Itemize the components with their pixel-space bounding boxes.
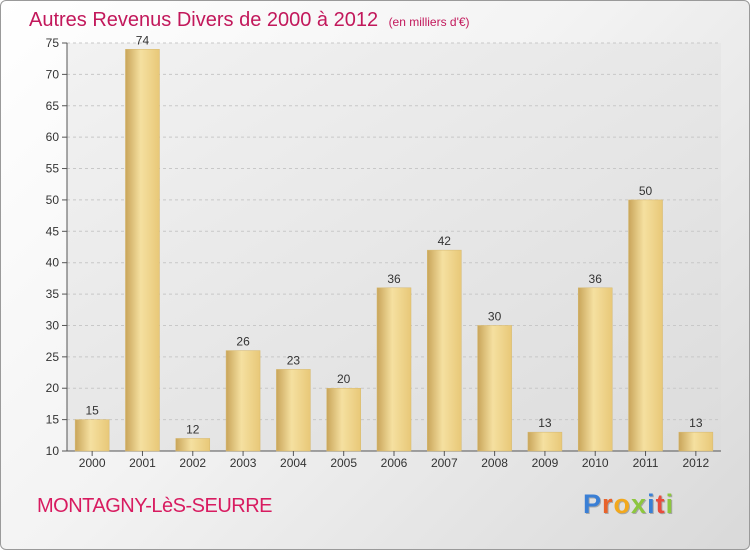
bar xyxy=(74,419,110,452)
bar-value-label: 13 xyxy=(538,416,552,430)
y-tick-label: 55 xyxy=(46,162,60,176)
y-tick-label: 60 xyxy=(46,130,60,144)
x-tick-label: 2003 xyxy=(230,456,257,470)
bar-value-label: 36 xyxy=(589,272,603,286)
logo-letter: o xyxy=(613,489,632,519)
logo-letter: P xyxy=(583,489,603,519)
x-tick-label: 2012 xyxy=(682,456,709,470)
chart-title-block: Autres Revenus Divers de 2000 à 2012 (en… xyxy=(29,9,470,32)
y-tick-label: 70 xyxy=(46,67,60,81)
logo-letter: i xyxy=(647,489,656,519)
bars xyxy=(74,49,714,452)
y-tick-label: 15 xyxy=(46,413,60,427)
bar xyxy=(326,387,361,452)
x-tick-label: 2007 xyxy=(431,456,458,470)
value-labels: 15 74 12 26 23 20 36 42 30 13 36 50 13 xyxy=(85,33,702,436)
x-tick-label: 2004 xyxy=(280,456,307,470)
bar-value-label: 20 xyxy=(337,372,351,386)
x-axis-labels: 2000 2001 2002 2003 2004 2005 2006 2007 2008 2009… xyxy=(79,451,710,470)
bar-value-label: 23 xyxy=(287,353,301,367)
bar xyxy=(628,199,663,452)
bar-value-label: 13 xyxy=(689,416,703,430)
bar xyxy=(477,325,512,452)
bar xyxy=(577,287,613,452)
bar-value-label: 15 xyxy=(85,404,99,418)
x-tick-label: 2005 xyxy=(330,456,357,470)
y-tick-label: 65 xyxy=(46,99,60,113)
x-tick-label: 2011 xyxy=(633,456,659,470)
bar-value-label: 74 xyxy=(136,33,150,47)
x-tick-label: 2000 xyxy=(79,456,106,470)
bar-value-label: 36 xyxy=(387,272,401,286)
x-tick-label: 2002 xyxy=(179,456,206,470)
logo-letter: r xyxy=(602,489,614,519)
y-tick-label: 10 xyxy=(46,444,60,458)
y-tick-label: 45 xyxy=(46,224,60,238)
x-tick-label: 2010 xyxy=(582,456,609,470)
chart-unit: (en milliers d'€) xyxy=(388,15,470,29)
proxiti-logo: Proxiti xyxy=(583,489,674,520)
x-tick-label: 2006 xyxy=(381,456,408,470)
y-tick-label: 30 xyxy=(46,318,60,332)
bar xyxy=(376,287,412,452)
bar-value-label: 50 xyxy=(639,184,653,198)
y-tick-label: 25 xyxy=(46,350,60,364)
x-tick-label: 2008 xyxy=(481,456,508,470)
y-tick-label: 35 xyxy=(46,287,60,301)
bar xyxy=(225,350,261,452)
logo-letter: i xyxy=(665,489,675,519)
bar xyxy=(276,369,311,452)
grid-lines xyxy=(67,42,721,421)
logo-letter: t xyxy=(655,489,666,519)
bar xyxy=(678,431,714,452)
y-tick-label: 40 xyxy=(46,256,60,270)
y-tick-label: 75 xyxy=(46,36,60,50)
bar xyxy=(125,49,160,452)
bar-value-label: 26 xyxy=(236,335,250,349)
bar-value-label: 30 xyxy=(488,309,502,323)
bar-value-label: 42 xyxy=(438,234,452,248)
x-tick-label: 2001 xyxy=(129,456,156,470)
chart-title: Autres Revenus Divers de 2000 à 2012 xyxy=(29,9,379,31)
commune-name: MONTAGNY-LèS-SEURRE xyxy=(37,495,273,517)
y-tick-label: 20 xyxy=(46,381,60,395)
logo-letter: x xyxy=(631,489,648,519)
bar xyxy=(175,438,211,452)
x-tick-label: 2009 xyxy=(532,456,559,470)
bar-value-label: 12 xyxy=(186,422,200,436)
bar xyxy=(527,431,563,452)
y-tick-label: 50 xyxy=(46,193,60,207)
bar xyxy=(427,249,462,452)
